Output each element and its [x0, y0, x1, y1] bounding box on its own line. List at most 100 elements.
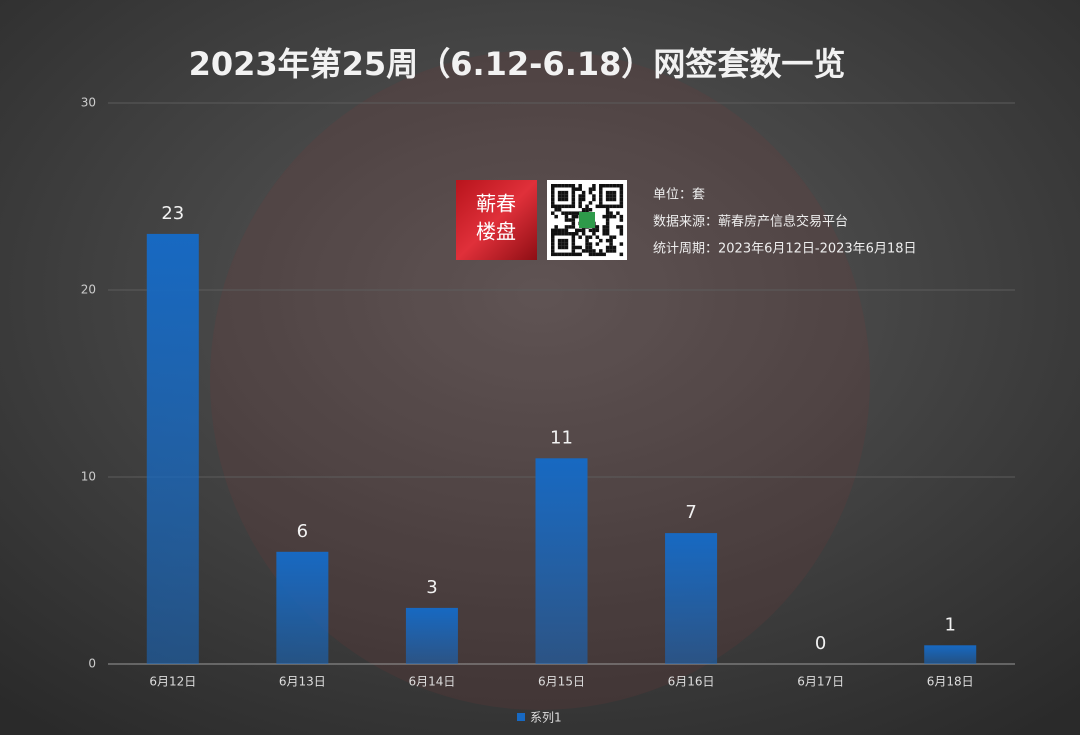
qr-cell [588, 190, 593, 195]
legend-label: 系列1 [530, 711, 562, 725]
qr-cell [564, 204, 569, 209]
qr-cell [578, 184, 582, 188]
qr-cell [564, 238, 569, 243]
qr-cell [588, 228, 593, 233]
qr-code [547, 180, 627, 260]
x-tick-label: 6月12日 [149, 675, 196, 689]
qr-cell [571, 225, 576, 229]
qr-cell [599, 252, 603, 257]
qr-cell [551, 232, 555, 236]
qr-cell [619, 252, 624, 257]
qr-cell [578, 187, 582, 191]
qr-cell [592, 249, 596, 253]
logo: 蕲春 楼盘 [456, 180, 537, 260]
qr-cell [575, 232, 579, 236]
qr-cell [612, 235, 617, 239]
qr-cell [561, 190, 565, 195]
legend-swatch [517, 713, 525, 721]
logo-box [456, 180, 537, 260]
data-label: 3 [426, 577, 437, 598]
qr-cell [599, 238, 603, 243]
qr-cell [595, 225, 600, 229]
qr-cell [599, 249, 603, 253]
qr-cell [616, 184, 620, 188]
qr-cell [578, 201, 582, 205]
qr-cell [561, 245, 565, 250]
qr-cell [557, 204, 562, 209]
qr-cell [564, 218, 569, 222]
qr-cell [585, 204, 589, 209]
qr-cell [619, 187, 624, 191]
qr-cell [557, 242, 562, 246]
qr-cell [605, 208, 610, 212]
qr-cell [605, 249, 610, 253]
data-label: 23 [161, 203, 184, 224]
qr-cell [612, 190, 617, 195]
qr-cell [554, 204, 558, 209]
qr-cell [612, 204, 617, 209]
qr-cell [619, 204, 624, 209]
qr-cell [561, 197, 565, 202]
qr-center [579, 212, 595, 228]
qr-cell [551, 204, 555, 209]
qr-cell [571, 252, 576, 257]
qr-cell [616, 225, 620, 229]
qr-cell [612, 245, 617, 250]
qr-cell [612, 197, 617, 202]
qr-cell [571, 221, 576, 226]
qr-cell [571, 235, 576, 239]
qr-cell [619, 225, 624, 229]
qr-cell [571, 190, 576, 195]
qr-cell [595, 242, 600, 246]
bar [665, 533, 718, 664]
qr-cell [568, 232, 572, 236]
qr-cell [578, 197, 582, 202]
data-label: 7 [685, 502, 696, 523]
qr-cell [585, 242, 589, 246]
qr-cell [578, 252, 582, 257]
qr-cell [585, 238, 589, 243]
qr-cell [575, 245, 579, 250]
qr-cell [551, 235, 555, 239]
qr-cell [581, 232, 586, 236]
qr-cell [551, 238, 555, 243]
qr-cell [581, 249, 586, 253]
qr-cell [561, 228, 565, 233]
qr-cell [609, 197, 613, 202]
qr-cell [551, 187, 555, 191]
qr-cell [571, 197, 576, 202]
qr-cell [561, 252, 565, 257]
bar [276, 551, 329, 664]
qr-cell [609, 245, 613, 250]
qr-cell [605, 221, 610, 226]
y-tick-label: 20 [81, 283, 96, 297]
qr-cell [619, 232, 624, 236]
logo-text: 楼盘 [476, 220, 516, 244]
qr-cell [571, 194, 576, 198]
qr-cell [554, 184, 558, 188]
bar [535, 458, 588, 664]
qr-cell [592, 187, 596, 191]
qr-cell [588, 201, 593, 205]
qr-cell [602, 184, 606, 188]
qr-cell [554, 232, 558, 236]
qr-cell [564, 242, 569, 246]
bar [146, 233, 199, 664]
qr-cell [605, 204, 610, 209]
qr-cell [605, 214, 610, 219]
qr-cell [557, 184, 562, 188]
qr-cell [599, 184, 603, 188]
data-label: 1 [944, 614, 955, 635]
qr-cell [581, 194, 586, 198]
qr-cell [619, 197, 624, 202]
qr-cell [571, 204, 576, 209]
qr-cell [585, 245, 589, 250]
qr-cell [557, 197, 562, 202]
qr-cell [557, 190, 562, 195]
qr-cell [592, 232, 596, 236]
qr-cell [557, 232, 562, 236]
qr-cell [578, 204, 582, 209]
qr-cell [568, 218, 572, 222]
qr-cell [602, 225, 606, 229]
qr-cell [571, 187, 576, 191]
